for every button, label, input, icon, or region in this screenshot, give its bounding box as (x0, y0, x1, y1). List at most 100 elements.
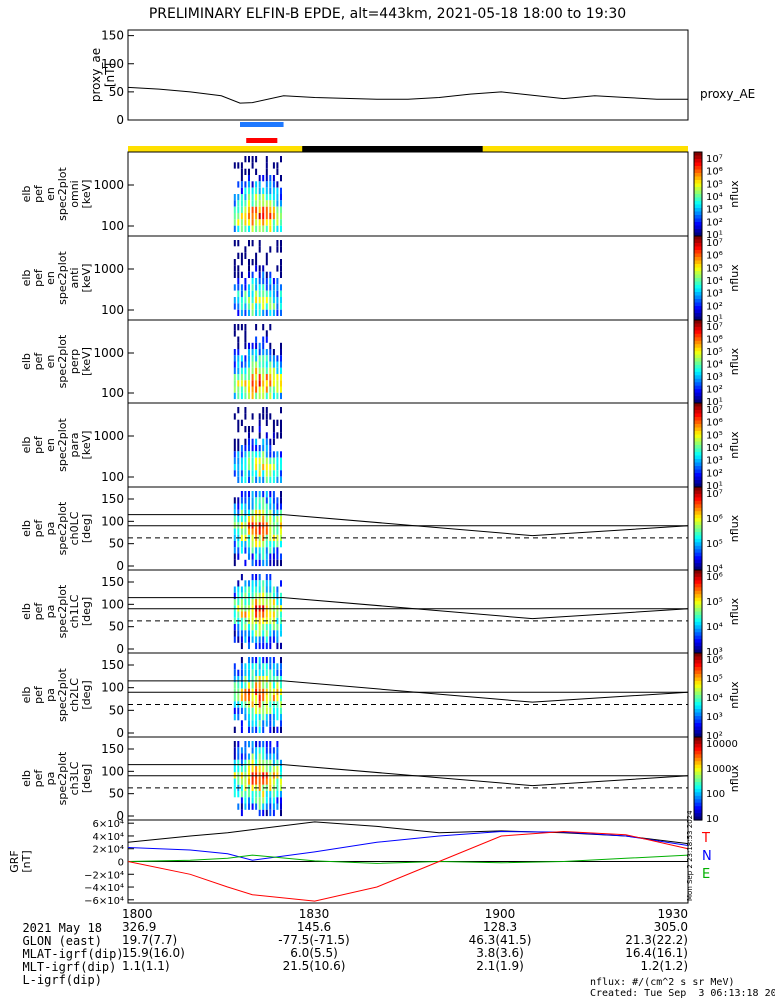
omni-cell (255, 168, 258, 175)
ch0LC-cell (265, 491, 268, 498)
ch3LC-cell (280, 766, 282, 773)
ch1LC-cell (269, 630, 272, 637)
ch2LC-cell (248, 695, 250, 702)
bgrf-ylabel: GRF (8, 850, 21, 873)
perp-cell (265, 392, 268, 400)
ch1LC-cell (255, 586, 258, 593)
omni-cbar-segment (694, 155, 702, 160)
ch2LC-cell (262, 682, 265, 689)
ch0LC-cbar-tick: 10⁵ (706, 539, 723, 550)
ch2LC-cell (255, 707, 258, 714)
para-cell (248, 464, 250, 471)
ch1LC-cell (251, 599, 254, 606)
para-cell (265, 432, 268, 439)
para-cbar-segment (694, 413, 702, 418)
ch3LC-panel (127, 736, 703, 821)
para-cell (272, 432, 275, 439)
ch1LC-cell (269, 617, 272, 625)
ch0LC-cell (262, 509, 265, 517)
anti-cell (244, 252, 247, 259)
ch0LC-cell (265, 497, 268, 504)
ch1LC-cell (262, 592, 265, 600)
ch3LC-cell (262, 759, 265, 767)
para-cbar-segment (694, 448, 702, 453)
perp-cell (255, 374, 258, 381)
ch3LC-cell (258, 759, 261, 767)
ch3LC-cbar-segment (694, 795, 702, 800)
ch1LC-cell (237, 592, 240, 600)
ch1LC-cell (248, 599, 250, 606)
ch0LC-cell (244, 509, 247, 517)
perp-cell (272, 374, 275, 381)
ch0LC-cell (258, 503, 261, 510)
ch0LC-cell (237, 528, 240, 535)
anti-cell (244, 246, 247, 253)
omni-cell (233, 206, 236, 213)
ch3LC-cbar-segment (694, 747, 702, 752)
ch2LC-frame (127, 652, 689, 738)
ch3LC-cell (265, 803, 268, 810)
ch2LC-cell (240, 726, 243, 733)
ch1LC-cbar-segment (694, 615, 702, 620)
para-cell (255, 445, 258, 452)
omni-cell (248, 206, 250, 213)
omni-cell (272, 225, 275, 232)
omni-cell (276, 213, 279, 220)
ch0LC-cell (262, 559, 265, 567)
ch3LC-cell (269, 784, 272, 792)
ch2LC-cell (276, 663, 279, 670)
perp-cell (237, 392, 240, 400)
ch3LC-cell (244, 803, 247, 810)
ch0LC-cell (244, 497, 247, 504)
ch3LC-cell (233, 741, 236, 748)
omni-cell (251, 213, 254, 220)
ch3LC-cell (237, 791, 240, 798)
anti-cell (251, 309, 254, 316)
ch3LC-cell (244, 778, 247, 785)
perp-cell (255, 336, 258, 343)
perp-cell (251, 342, 254, 350)
ch2LC-cell (265, 663, 268, 670)
para-cell (240, 476, 243, 483)
ch3LC-cbar-segment (694, 757, 702, 762)
ch0LC-cell (272, 541, 275, 548)
ch0LC-cbar-segment (694, 521, 702, 526)
ch0LC-cell (258, 553, 261, 560)
ch2LC-cell (255, 720, 258, 727)
ch2LC-cbar-segment (694, 723, 702, 728)
para-cell (237, 419, 240, 426)
omni-cell (265, 219, 268, 226)
ch2LC-cell (272, 682, 275, 689)
omni-cell (269, 213, 272, 220)
ch1LC-cbar-segment (694, 601, 702, 606)
ch0LC-cell (240, 497, 243, 504)
ch1LC-cbar-segment (694, 587, 702, 592)
perp-cell (276, 374, 279, 381)
ch1LC-cell (237, 599, 240, 606)
anti-cell (262, 303, 265, 310)
para-cell (248, 476, 250, 483)
perp-panel (127, 319, 703, 404)
ch1LC-cell (248, 611, 250, 618)
para-cbar-segment (694, 476, 702, 481)
anti-cell (233, 284, 236, 291)
ch0LC-cell (248, 503, 250, 510)
ch1LC-frame (127, 569, 689, 654)
para-cbar-segment (694, 420, 702, 425)
bgrf-tick-label: 0 (118, 858, 124, 869)
perp-cbar-segment (694, 330, 702, 335)
omni-cell (265, 187, 268, 194)
omni-cell (258, 225, 261, 232)
ch2LC-cell (251, 707, 254, 714)
ch0LC-cbar-tick: 10⁶ (706, 514, 723, 525)
ch3LC-cell (258, 766, 261, 773)
perp-cell (265, 349, 268, 356)
footer-value-2-0: 19.7(7.7) (122, 933, 177, 947)
anti-cell (262, 265, 265, 272)
anti-cell (265, 278, 268, 285)
ch2LC-cell (248, 669, 250, 676)
perp-cell (248, 355, 250, 362)
ch0LC-cell (240, 528, 243, 535)
anti-cbar-segment (694, 295, 702, 300)
perp-cell (251, 361, 254, 368)
